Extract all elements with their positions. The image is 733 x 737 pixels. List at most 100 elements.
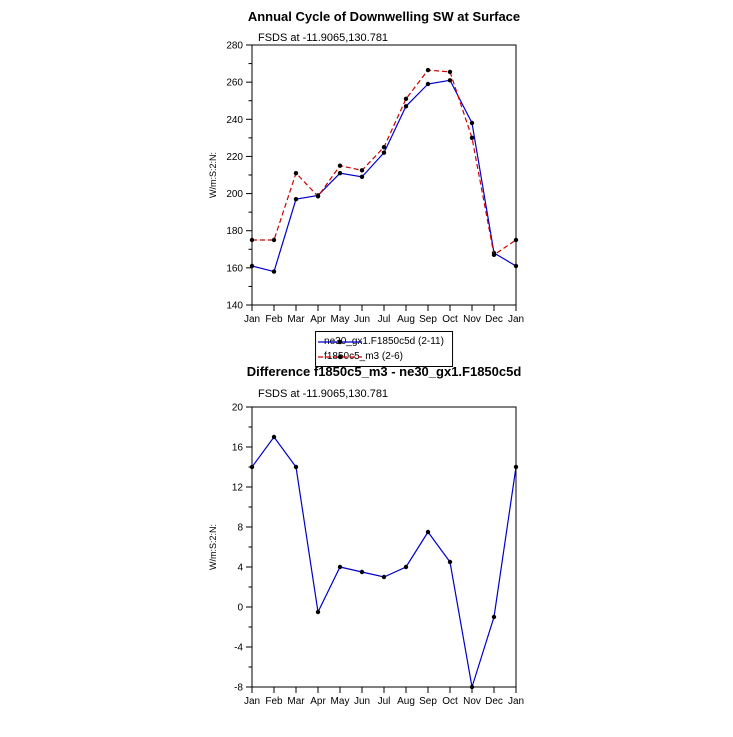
plot-frame	[251, 44, 517, 306]
data-marker	[469, 135, 475, 141]
x-tick-label: Feb	[265, 696, 283, 707]
data-marker	[425, 67, 431, 73]
x-tick-label: Apr	[310, 314, 326, 325]
data-marker	[381, 144, 387, 150]
y-tick-label: 8	[237, 523, 243, 534]
legend-label: f1850c5_m3 (2-6)	[324, 351, 403, 362]
data-marker	[469, 120, 475, 126]
x-tick-label: May	[331, 696, 350, 707]
data-marker	[381, 150, 387, 155]
data-marker	[403, 104, 409, 109]
x-tick-label: Nov	[463, 314, 481, 325]
data-marker	[315, 609, 321, 615]
x-tick-label: Aug	[397, 696, 415, 707]
x-tick-label: Feb	[265, 314, 283, 325]
data-marker	[293, 196, 299, 202]
legend-label: ne30_gx1.F1850c5d (2-11)	[324, 336, 444, 347]
bottom-chart-plot-area: -8 -4 0 4 8 12 16 20 Jan Feb Mar Apr May Jun Jul Aug Sep…	[208, 403, 524, 708]
data-marker	[469, 684, 475, 690]
data-marker	[293, 464, 299, 470]
data-marker	[293, 170, 299, 176]
x-tick-label: Jan	[244, 314, 260, 325]
data-marker	[337, 170, 343, 176]
legend-line-sample-solid	[318, 339, 363, 344]
y-axis-title: W/m:S:2:N:	[208, 152, 218, 198]
x-tick-label: Sep	[419, 314, 437, 325]
x-tick-label: Jan	[508, 314, 524, 325]
data-marker	[513, 237, 519, 243]
x-tick-label: Mar	[287, 314, 305, 325]
difference-chart: Difference f1850c5_m3 - ne30_gx1.F1850c5…	[208, 364, 524, 708]
data-marker	[337, 163, 343, 168]
x-tick-label: Jul	[378, 314, 391, 325]
data-marker	[491, 614, 497, 620]
y-tick-label: 160	[226, 263, 243, 274]
data-marker	[359, 174, 365, 180]
y-tick-label: 260	[226, 78, 243, 89]
x-tick-label: Nov	[463, 696, 481, 707]
data-marker	[271, 237, 277, 243]
x-tick-label: Sep	[419, 696, 437, 707]
top-chart-plot-area: 140 160 180 200 220 240 260 280 Jan Feb Mar Apr May J…	[208, 41, 524, 326]
legend-entry: ne30_gx1.F1850c5d (2-11)	[318, 334, 444, 349]
legend-marker-icon	[337, 354, 343, 359]
top-chart-title: Annual Cycle of Downwelling SW at Surfac…	[248, 9, 520, 24]
data-marker	[513, 464, 519, 470]
data-marker	[425, 529, 431, 535]
data-marker	[315, 194, 321, 199]
x-tick-label: Mar	[287, 696, 305, 707]
x-tick-label: Aug	[397, 314, 415, 325]
legend-entry: f1850c5_m3 (2-6)	[318, 349, 444, 364]
y-tick-label: -8	[234, 683, 243, 694]
y-axis-title: W/m:S:2:N:	[208, 524, 218, 570]
data-marker	[249, 237, 255, 243]
x-tick-label: Jan	[244, 696, 260, 707]
data-marker	[359, 168, 365, 173]
y-tick-label: -4	[234, 643, 243, 654]
data-marker	[403, 564, 409, 570]
data-marker	[337, 564, 343, 570]
data-marker	[447, 78, 453, 83]
top-chart-subtitle: FSDS at -11.9065,130.781	[258, 32, 388, 44]
x-tick-label: May	[331, 314, 350, 325]
y-tick-label: 12	[232, 483, 244, 494]
y-tick-label: 140	[226, 301, 243, 312]
chart-legend: ne30_gx1.F1850c5d (2-11) f1850c5_m3 (2-6…	[315, 331, 453, 367]
data-marker	[425, 81, 431, 87]
data-marker	[271, 269, 277, 274]
x-tick-label: Oct	[442, 314, 458, 325]
data-marker	[447, 69, 453, 75]
series-line-0	[251, 435, 517, 688]
y-tick-label: 0	[237, 603, 243, 614]
x-tick-label: Apr	[310, 696, 326, 707]
data-marker	[271, 434, 277, 440]
data-marker	[403, 96, 409, 102]
series-line-0	[251, 79, 517, 273]
plot-frame	[251, 406, 517, 688]
y-tick-label: 4	[237, 563, 243, 574]
bottom-chart-subtitle: FSDS at -11.9065,130.781	[258, 388, 388, 400]
data-marker	[381, 574, 387, 580]
x-tick-label: Jan	[508, 696, 524, 707]
data-marker	[359, 569, 365, 575]
x-tick-label: Dec	[485, 696, 503, 707]
data-marker	[249, 464, 255, 470]
series-line-1	[252, 69, 517, 256]
x-tick-label: Jun	[354, 314, 370, 325]
x-tick-label: Oct	[442, 696, 458, 707]
legend-line-sample-dashed	[318, 354, 363, 359]
x-tick-label: Dec	[485, 314, 503, 325]
y-tick-label: 280	[226, 41, 243, 52]
y-tick-label: 16	[232, 443, 244, 454]
data-marker	[249, 263, 255, 269]
y-tick-label: 240	[226, 115, 243, 126]
x-tick-label: Jul	[378, 696, 391, 707]
data-marker	[447, 559, 453, 565]
data-marker	[513, 263, 519, 269]
x-tick-label: Jun	[354, 696, 370, 707]
annual-cycle-chart: Annual Cycle of Downwelling SW at Surfac…	[208, 9, 524, 326]
y-tick-label: 200	[226, 189, 243, 200]
y-tick-label: 180	[226, 226, 243, 237]
y-tick-label: 20	[232, 403, 244, 414]
